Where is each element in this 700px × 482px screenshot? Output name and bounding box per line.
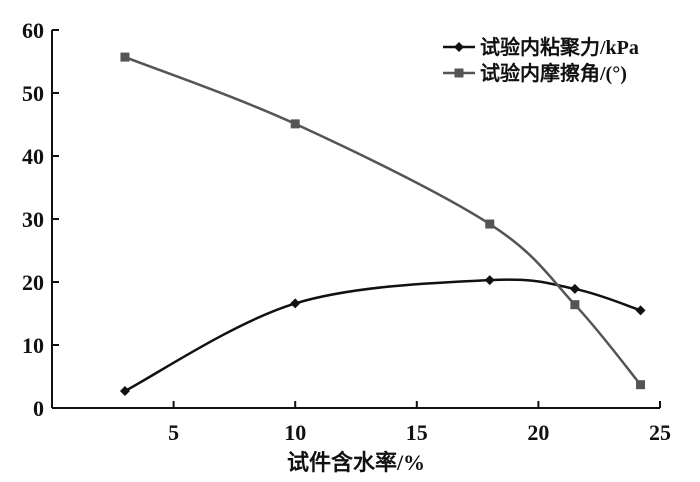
data-point bbox=[635, 305, 646, 316]
x-tick-label: 25 bbox=[649, 420, 671, 445]
series-layer bbox=[119, 52, 646, 396]
y-tick-label: 30 bbox=[22, 207, 44, 232]
y-tick-label: 20 bbox=[22, 270, 44, 295]
data-point bbox=[454, 68, 464, 78]
data-point bbox=[120, 52, 130, 62]
data-point bbox=[570, 300, 580, 310]
data-point bbox=[636, 380, 646, 390]
y-tick-label: 0 bbox=[33, 396, 44, 421]
x-tick-label: 10 bbox=[284, 420, 306, 445]
y-tick-label: 10 bbox=[22, 333, 44, 358]
x-tick-label: 5 bbox=[168, 420, 179, 445]
data-point bbox=[290, 298, 301, 309]
data-point bbox=[119, 385, 130, 396]
data-point bbox=[454, 42, 464, 52]
x-tick-label: 20 bbox=[527, 420, 549, 445]
data-point bbox=[569, 283, 580, 294]
data-point bbox=[484, 275, 495, 286]
axes: 0 10 20 30 40 50 60 5 10 15 20 25 bbox=[22, 18, 671, 445]
data-point bbox=[485, 219, 495, 229]
series-1 bbox=[119, 275, 646, 396]
y-tick-label: 40 bbox=[22, 144, 44, 169]
y-tick-label: 50 bbox=[22, 81, 44, 106]
legend-label: 试验内粘聚力/kPa bbox=[480, 35, 639, 59]
data-point bbox=[290, 119, 300, 129]
legend-item-1: 试验内粘聚力/kPa bbox=[443, 35, 639, 59]
legend-label: 试验内摩擦角/(°) bbox=[480, 61, 627, 85]
series-line bbox=[124, 278, 641, 393]
legend-item-2: 试验内摩擦角/(°) bbox=[443, 61, 627, 85]
series-line bbox=[124, 55, 642, 386]
series-2 bbox=[120, 52, 646, 390]
x-axis-title: 试件含水率/% bbox=[287, 450, 425, 475]
y-tick-label: 60 bbox=[22, 18, 44, 43]
x-tick-label: 15 bbox=[406, 420, 428, 445]
